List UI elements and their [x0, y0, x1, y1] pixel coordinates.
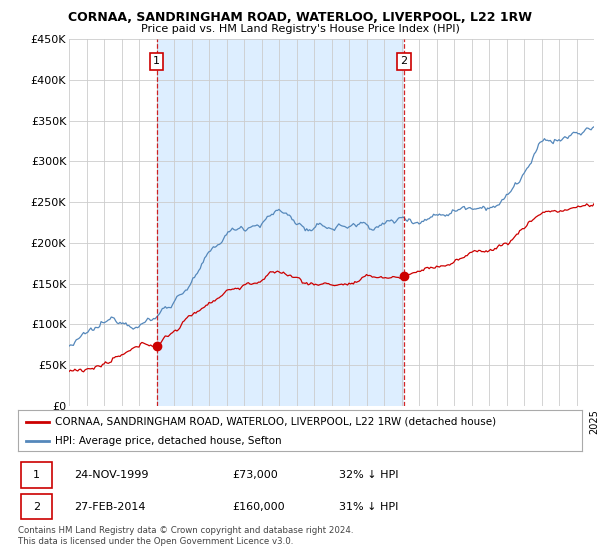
FancyBboxPatch shape: [21, 494, 52, 520]
Text: 2: 2: [401, 56, 407, 66]
Text: 27-FEB-2014: 27-FEB-2014: [74, 502, 146, 511]
Text: 2: 2: [33, 502, 40, 511]
Text: CORNAA, SANDRINGHAM ROAD, WATERLOO, LIVERPOOL, L22 1RW (detached house): CORNAA, SANDRINGHAM ROAD, WATERLOO, LIVE…: [55, 417, 496, 427]
Bar: [157, 39, 404, 406]
Text: £73,000: £73,000: [232, 470, 278, 479]
Text: Contains HM Land Registry data © Crown copyright and database right 2024.
This d: Contains HM Land Registry data © Crown c…: [18, 526, 353, 546]
Text: Price paid vs. HM Land Registry's House Price Index (HPI): Price paid vs. HM Land Registry's House …: [140, 24, 460, 34]
Text: 1: 1: [33, 470, 40, 479]
Text: 32% ↓ HPI: 32% ↓ HPI: [340, 470, 399, 479]
Text: 1: 1: [153, 56, 160, 66]
Text: 31% ↓ HPI: 31% ↓ HPI: [340, 502, 399, 511]
FancyBboxPatch shape: [21, 463, 52, 488]
Text: CORNAA, SANDRINGHAM ROAD, WATERLOO, LIVERPOOL, L22 1RW: CORNAA, SANDRINGHAM ROAD, WATERLOO, LIVE…: [68, 11, 532, 24]
Text: 24-NOV-1999: 24-NOV-1999: [74, 470, 149, 479]
Text: HPI: Average price, detached house, Sefton: HPI: Average price, detached house, Seft…: [55, 436, 281, 446]
Text: £160,000: £160,000: [232, 502, 285, 511]
